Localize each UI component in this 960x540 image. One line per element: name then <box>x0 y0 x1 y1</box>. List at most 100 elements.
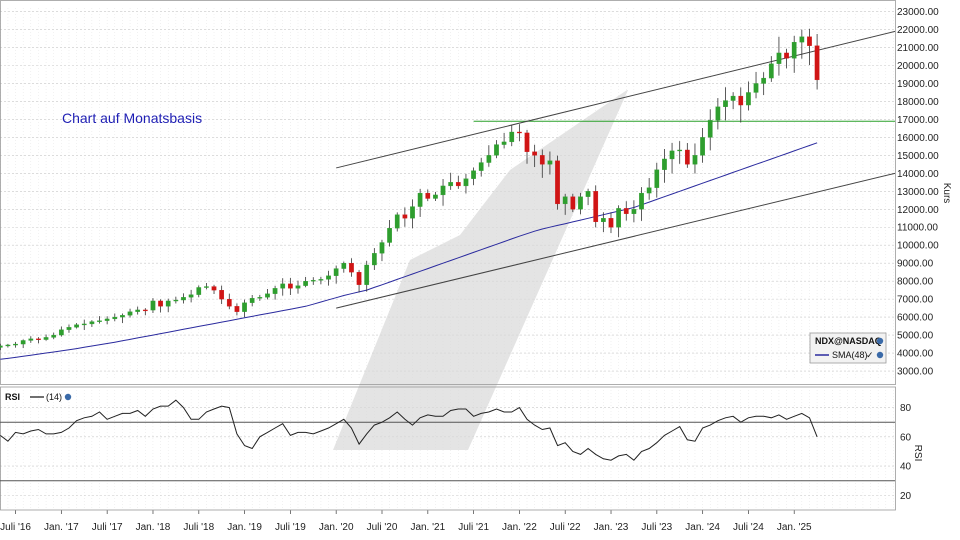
candle-body <box>410 206 415 219</box>
legend[interactable]: NDX@NASDAQ SMA(48) ✓ <box>809 332 887 364</box>
candle-body <box>799 36 805 43</box>
candle-body <box>814 45 820 81</box>
candle-body <box>738 95 744 106</box>
trend-line <box>336 30 896 169</box>
candle-body <box>509 131 515 143</box>
rsi-title: RSI <box>5 392 20 402</box>
y-tick-label: 10000.00 <box>897 241 939 252</box>
candle-body <box>753 83 759 93</box>
candle-body <box>51 334 57 338</box>
candle-body <box>318 279 324 281</box>
candle-body <box>517 131 522 134</box>
settings-icon[interactable] <box>876 337 884 345</box>
x-tick-label: Jan. '20 <box>319 522 354 533</box>
sma-line <box>0 142 818 360</box>
y-tick-label: 12000.00 <box>897 205 939 216</box>
sma-polyline <box>0 142 818 360</box>
y-tick-label: 15000.00 <box>897 151 939 162</box>
candle-body <box>104 318 110 321</box>
candle-body <box>188 294 194 298</box>
y-tick-label: 4000.00 <box>897 349 934 360</box>
candle-body <box>204 286 209 288</box>
x-tick-label: Jan. '21 <box>410 522 445 533</box>
candle-body <box>455 182 461 187</box>
candle-body <box>639 192 644 210</box>
candle-body <box>349 263 354 273</box>
candle-body <box>234 306 240 312</box>
y-tick-label: 23000.00 <box>897 7 939 18</box>
y-tick-label: 21000.00 <box>897 43 939 54</box>
settings-icon[interactable] <box>64 393 72 401</box>
candle-body <box>463 178 469 187</box>
candle-body <box>196 287 202 295</box>
candle-body <box>616 208 621 228</box>
candle-body <box>440 185 446 196</box>
candle-body <box>150 300 156 311</box>
x-tick-label: Juli '21 <box>458 522 489 533</box>
candle-body <box>723 100 728 107</box>
candle-body <box>478 162 484 171</box>
x-tick-label: Juli '18 <box>183 522 214 533</box>
y-axis-label: Kurs <box>941 183 952 204</box>
candle-body <box>226 298 232 307</box>
y-tick-label: 17000.00 <box>897 115 939 126</box>
candle-body <box>387 227 392 243</box>
candle-body <box>623 208 629 214</box>
x-tick-label: Jan. '22 <box>502 522 537 533</box>
grid-lines <box>0 8 895 514</box>
candle-body <box>425 192 431 199</box>
candle-body <box>684 149 690 165</box>
candle-body <box>524 132 530 152</box>
x-tick-label: Juli '23 <box>641 522 672 533</box>
y-tick-label: 9000.00 <box>897 259 934 270</box>
legend-sma-label: SMA(48) <box>832 350 868 360</box>
y-tick-label: 20000.00 <box>897 61 939 72</box>
x-tick-label: Jan. '17 <box>44 522 79 533</box>
rsi-y-tick-label: 20 <box>900 491 912 502</box>
rsi-series-label: (14) <box>46 392 62 402</box>
ylabel-group: Kurs <box>941 183 952 204</box>
candle-body <box>746 92 751 106</box>
candle-body <box>333 268 339 276</box>
candle-body <box>58 329 64 336</box>
y-tick-label: 7000.00 <box>897 295 934 306</box>
y-tick-label: 18000.00 <box>897 97 939 108</box>
legend-symbol: NDX@NASDAQ <box>815 336 882 346</box>
candle-body <box>562 196 568 205</box>
candle-body <box>74 324 79 328</box>
candle-body <box>631 209 637 214</box>
candlestick-series <box>0 28 820 351</box>
candle-body <box>585 191 591 197</box>
settings-icon[interactable] <box>876 351 884 359</box>
y-tick-label: 14000.00 <box>897 169 939 180</box>
rsi-legend[interactable]: RSI (14) <box>5 392 72 402</box>
candle-body <box>13 343 18 346</box>
axis-labels: 3000.00 4000.00 5000.00 6000.00 7000.00 8000.… <box>0 7 939 533</box>
candle-body <box>601 218 606 223</box>
rsi-ylabel-group: RSI <box>912 445 923 462</box>
candle-body <box>165 300 171 307</box>
candle-body <box>646 187 652 194</box>
candle-body <box>364 264 370 285</box>
rsi-panel <box>0 399 895 482</box>
candle-body <box>127 311 133 316</box>
candle-body <box>768 63 774 79</box>
candle-body <box>5 344 11 347</box>
x-tick-label: Jan. '24 <box>685 522 720 533</box>
candle-body <box>539 155 545 165</box>
candle-body <box>20 340 26 345</box>
check-icon[interactable]: ✓ <box>866 350 874 360</box>
legend-box <box>809 332 887 364</box>
candle-body <box>265 293 270 298</box>
candle-body <box>761 77 767 84</box>
candle-body <box>394 214 400 229</box>
candle-body <box>570 196 576 210</box>
candle-body <box>807 36 812 46</box>
candle-body <box>662 158 667 170</box>
x-tick-label: Juli '17 <box>92 522 123 533</box>
candle-body <box>471 170 476 179</box>
candle-body <box>532 151 537 156</box>
watermark-logo <box>333 90 628 450</box>
x-tick-label: Juli '22 <box>550 522 581 533</box>
x-tick-label: Juli '19 <box>275 522 306 533</box>
